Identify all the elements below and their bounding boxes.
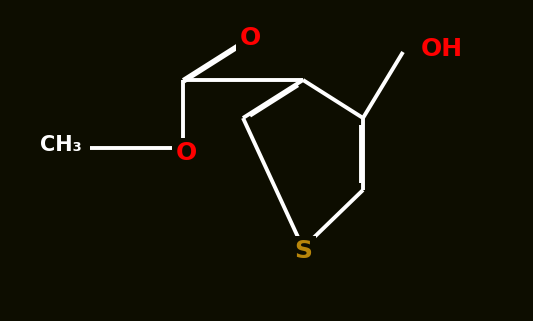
Text: S: S bbox=[294, 239, 312, 263]
Text: O: O bbox=[239, 26, 261, 50]
Text: CH₃: CH₃ bbox=[41, 135, 82, 155]
Text: OH: OH bbox=[421, 37, 463, 61]
Text: O: O bbox=[175, 141, 197, 165]
